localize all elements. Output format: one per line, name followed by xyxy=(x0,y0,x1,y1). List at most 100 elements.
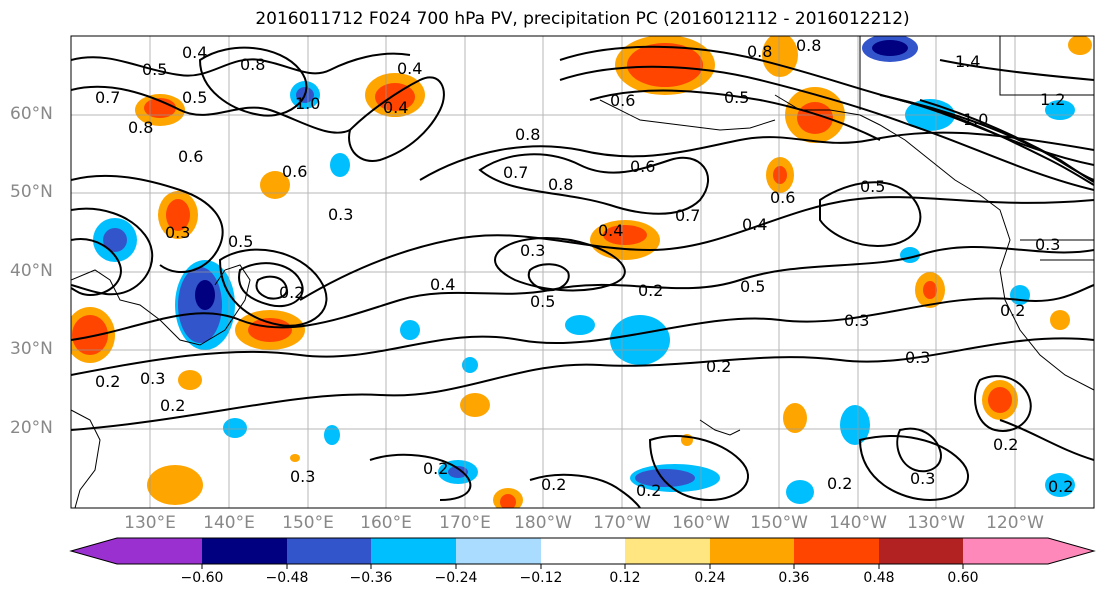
colorbar-segment xyxy=(794,538,879,564)
contour-label: 0.5 xyxy=(530,292,555,311)
colorbar-segment xyxy=(710,538,794,564)
lat-label-60n: 60°N xyxy=(10,104,53,124)
lon-label-180w: 180°W xyxy=(514,513,572,533)
pv-contours xyxy=(71,45,1094,508)
colorbar-outline xyxy=(69,537,1096,565)
contour-label: 0.2 xyxy=(993,435,1018,454)
contour-label: 0.7 xyxy=(95,88,120,107)
lat-label-50n: 50°N xyxy=(10,182,53,202)
lon-label-140w: 140°W xyxy=(829,513,887,533)
contour-label: 0.2 xyxy=(160,396,185,415)
contour-label: 0.2 xyxy=(279,283,304,302)
lon-label-150e: 150°E xyxy=(282,513,334,533)
lon-label-160e: 160°E xyxy=(360,513,412,533)
map-title: 2016011712 F024 700 hPa PV, precipitatio… xyxy=(255,9,910,29)
lon-label-160w: 160°W xyxy=(672,513,730,533)
colorbar-tick-label: 0.24 xyxy=(694,570,726,586)
colorbar-segment xyxy=(202,538,287,564)
colorbar-segment xyxy=(879,538,963,564)
lon-label-170e: 170°E xyxy=(439,513,491,533)
lat-label-40n: 40°N xyxy=(10,261,53,281)
contour-label: 0.2 xyxy=(638,281,663,300)
contour-label: 0.3 xyxy=(1035,235,1060,254)
lon-label-130e: 130°E xyxy=(124,513,176,533)
contour-label: 0.2 xyxy=(423,459,448,478)
contour-label: 0.6 xyxy=(178,147,203,166)
contour-label: 0.2 xyxy=(706,357,731,376)
contour-label: 0.2 xyxy=(1048,477,1073,496)
contour-label: 0.6 xyxy=(770,188,795,207)
graticule xyxy=(71,36,1094,508)
colorbar-segment xyxy=(541,538,625,564)
contour-label: 0.2 xyxy=(541,475,566,494)
lon-label-150w: 150°W xyxy=(750,513,808,533)
colorbar-segment xyxy=(625,538,710,564)
contour-label: 1.2 xyxy=(1040,90,1065,109)
contour-label: 0.8 xyxy=(515,125,540,144)
colorbar-tick-label: 0.36 xyxy=(778,570,810,586)
contour-label: 1.0 xyxy=(963,110,988,129)
contour-label: 0.3 xyxy=(165,223,190,242)
contour-label: 0.8 xyxy=(128,118,153,137)
contour-labels: 0.4 0.5 0.8 0.4 0.7 0.5 1.0 0.8 0.6 0.8 … xyxy=(95,36,1073,500)
contour-label: 0.4 xyxy=(742,215,767,234)
lon-label-120w: 120°W xyxy=(986,513,1044,533)
colorbar-segment xyxy=(371,538,456,564)
colorbar-tick-label: −0.36 xyxy=(349,570,393,586)
contour-label: 0.2 xyxy=(95,372,120,391)
colorbar-tick-label: 0.48 xyxy=(863,570,895,586)
contour-label: 0.4 xyxy=(397,59,422,78)
contour-label: 0.4 xyxy=(383,98,408,117)
contour-label: 0.3 xyxy=(520,241,545,260)
lat-label-30n: 30°N xyxy=(10,339,53,359)
colorbar-tick-label: 0.12 xyxy=(609,570,641,586)
contour-label: 0.5 xyxy=(860,177,885,196)
contour-label: 0.5 xyxy=(142,60,167,79)
contour-label: 0.4 xyxy=(430,275,455,294)
colorbar-segment xyxy=(117,538,202,564)
contour-label: 0.4 xyxy=(598,221,623,240)
colorbar-tick-label: 0.60 xyxy=(947,570,979,586)
contour-label: 0.5 xyxy=(228,232,253,251)
colorbar-extend-left xyxy=(71,538,117,564)
colorbar-segment xyxy=(456,538,541,564)
contour-label: 0.6 xyxy=(630,157,655,176)
contour-label: 0.8 xyxy=(796,36,821,55)
contour-label: 0.3 xyxy=(905,348,930,367)
contour-label: 0.3 xyxy=(910,469,935,488)
colorbar-tick-label: −0.60 xyxy=(180,570,224,586)
contour-label: 0.3 xyxy=(328,205,353,224)
colorbar-tick-label: −0.48 xyxy=(265,570,309,586)
contour-label: 0.7 xyxy=(675,206,700,225)
colorbar xyxy=(69,537,1096,569)
lon-label-170w: 170°W xyxy=(593,513,651,533)
contour-label: 0.3 xyxy=(844,311,869,330)
contour-label: 0.7 xyxy=(503,163,528,182)
contour-label: 0.6 xyxy=(282,162,307,181)
contour-label: 1.4 xyxy=(955,52,980,71)
colorbar-tick-label: −0.12 xyxy=(519,570,563,586)
contour-label: 0.5 xyxy=(740,277,765,296)
lon-label-140e: 140°E xyxy=(203,513,255,533)
contour-label: 1.0 xyxy=(295,94,320,113)
lon-label-130w: 130°W xyxy=(907,513,965,533)
colorbar-segment xyxy=(287,538,371,564)
contour-label: 0.2 xyxy=(827,474,852,493)
lat-label-20n: 20°N xyxy=(10,418,53,438)
precip-shading xyxy=(71,36,1092,508)
contour-label: 0.8 xyxy=(240,55,265,74)
contour-label: 0.6 xyxy=(610,91,635,110)
colorbar-extend-right xyxy=(1048,538,1094,564)
colorbar-tick-label: −0.24 xyxy=(434,570,478,586)
contour-label: 0.2 xyxy=(1000,301,1025,320)
contour-label: 0.4 xyxy=(182,43,207,62)
coastlines xyxy=(71,36,1094,508)
contour-label: 0.8 xyxy=(548,175,573,194)
contour-label: 0.3 xyxy=(290,467,315,486)
contour-label: 0.8 xyxy=(747,42,772,61)
map-frame xyxy=(70,35,1095,509)
contour-label: 0.5 xyxy=(182,88,207,107)
contour-label: 0.5 xyxy=(724,88,749,107)
contour-label: 0.3 xyxy=(140,369,165,388)
